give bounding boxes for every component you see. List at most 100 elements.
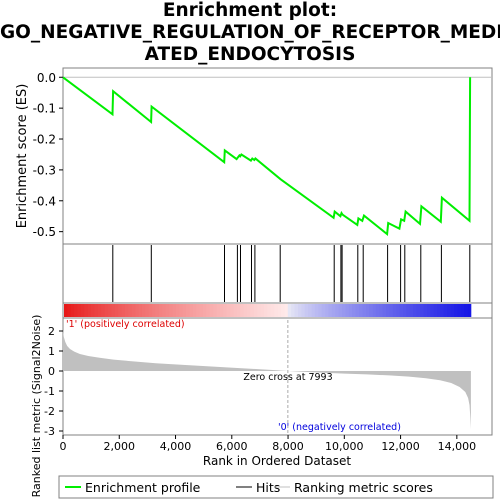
es-y-axis-label: Enrichment score (ES) [15, 84, 30, 229]
heatmap-cell-43 [209, 304, 214, 317]
heatmap-cell-23 [141, 304, 146, 317]
heatmap-cell-45 [216, 304, 221, 317]
heatmap-cell-15 [114, 304, 119, 317]
heatmap-cell-63 [277, 304, 282, 317]
x-axis-label: Rank in Ordered Dataset [203, 454, 351, 468]
heatmap-cell-36 [186, 304, 190, 317]
heatmap-cell-65 [284, 304, 289, 317]
heatmap-cell-113 [447, 304, 451, 317]
heatmap-cell-51 [236, 304, 241, 317]
heatmap-cell-117 [460, 304, 465, 317]
hit-marks [112, 245, 471, 302]
chart-title-line-3: ATED_ENDOCYTOSIS [144, 44, 356, 65]
heatmap-cell-118 [464, 304, 468, 317]
heatmap-cell-88 [362, 304, 367, 317]
metric-y-tick-label-5: -3 [44, 425, 55, 438]
heatmap-cell-10 [97, 304, 102, 317]
chart-title-line-1: Enrichment plot: [162, 0, 338, 21]
es-y-tick-label-4: -0.4 [33, 194, 56, 208]
heatmap-cell-13 [108, 304, 112, 317]
heatmap-cell-1 [67, 304, 72, 317]
heatmap-cell-97 [392, 304, 397, 317]
heatmap-cell-61 [270, 304, 275, 317]
heatmap-cell-80 [335, 304, 340, 317]
negative-correlation-label: '0' (negatively correlated) [278, 422, 401, 433]
heatmap-cell-38 [192, 304, 197, 317]
heatmap-cell-41 [203, 304, 207, 317]
es-y-tick-label-0: 0.0 [37, 71, 56, 85]
heatmap-cell-93 [379, 304, 384, 317]
heatmap-cell-39 [196, 304, 201, 317]
heatmap-cell-105 [420, 304, 424, 317]
heatmap-cell-50 [233, 304, 238, 317]
heatmap-cell-94 [382, 304, 387, 317]
heatmap-cell-12 [104, 304, 109, 317]
heatmap-cell-74 [314, 304, 319, 317]
legend-metric-label: Ranking metric scores [294, 480, 433, 495]
heatmap-cell-92 [375, 304, 380, 317]
heatmap-cell-70 [301, 304, 306, 317]
heatmap-cell-47 [223, 304, 228, 317]
heatmap-cell-14 [111, 304, 116, 317]
heatmap-cell-28 [158, 304, 163, 317]
heatmap-cell-56 [253, 304, 258, 317]
heatmap-cell-86 [355, 304, 360, 317]
heatmap-cell-26 [152, 304, 156, 317]
heatmap-cell-91 [372, 304, 377, 317]
x-tick-label-3: 6,000 [216, 440, 248, 453]
metric-y-tick-label-3: -1 [44, 385, 55, 398]
x-tick-label-2: 4,000 [160, 440, 192, 453]
heatmap-cell-11 [101, 304, 106, 317]
heatmap-cell-112 [443, 304, 448, 317]
x-tick-label-7: 14,000 [438, 440, 477, 453]
heatmap-cell-62 [274, 304, 279, 317]
heatmap-cell-7 [87, 304, 92, 317]
heatmap-cell-57 [257, 304, 262, 317]
heatmap-cell-69 [297, 304, 302, 317]
heatmap-cell-64 [281, 304, 285, 317]
es-y-axis: 0.0 -0.1 -0.2 -0.3 -0.4 -0.5 [33, 71, 63, 239]
heatmap-cell-98 [396, 304, 401, 317]
heatmap-cell-100 [403, 304, 407, 317]
heatmap-cell-6 [84, 304, 89, 317]
heatmap-cell-85 [352, 304, 357, 317]
es-y-tick-label-1: -0.1 [33, 102, 56, 116]
heatmap-cell-58 [260, 304, 265, 317]
heatmap-cell-22 [138, 304, 143, 317]
heatmap-cell-95 [386, 304, 390, 317]
heatmap-cell-52 [240, 304, 245, 317]
heatmap-cell-48 [226, 304, 231, 317]
chart-title: Enrichment plot: GO_NEGATIVE_REGULATION_… [0, 0, 500, 66]
heatmap-cell-75 [318, 304, 323, 317]
heatmap-cell-96 [389, 304, 394, 317]
heatmap-cell-27 [155, 304, 160, 317]
heatmap-cell-71 [304, 304, 309, 317]
heatmap-cell-82 [342, 304, 346, 317]
heatmap-cell-44 [213, 304, 217, 317]
x-tick-label-0: 0 [60, 440, 67, 453]
heatmap-cell-60 [267, 304, 272, 317]
legend-hits-label: Hits [256, 480, 280, 495]
heatmap-cell-106 [423, 304, 428, 317]
heatmap-cell-31 [169, 304, 173, 317]
zero-cross-label: Zero cross at 7993 [243, 372, 332, 383]
heatmap-cell-114 [450, 304, 455, 317]
x-tick-label-5: 10,000 [325, 440, 364, 453]
heatmap-cell-87 [359, 304, 363, 317]
es-panel-frame [62, 67, 493, 245]
heatmap-cell-40 [199, 304, 204, 317]
heatmap-cell-54 [247, 304, 251, 317]
heatmap-cell-18 [125, 304, 129, 317]
heatmap-cell-34 [179, 304, 184, 317]
heatmap-cell-73 [311, 304, 316, 317]
es-y-tick-label-3: -0.3 [33, 163, 56, 177]
heatmap-cell-33 [175, 304, 180, 317]
heatmap-cell-68 [294, 304, 299, 317]
heatmap-cell-21 [135, 304, 139, 317]
ranking-heatmap-bar [64, 304, 472, 317]
heatmap-cell-19 [128, 304, 133, 317]
metric-y-tick-label-0: 2 [48, 325, 55, 338]
heatmap-cell-32 [172, 304, 177, 317]
heatmap-cell-109 [433, 304, 438, 317]
